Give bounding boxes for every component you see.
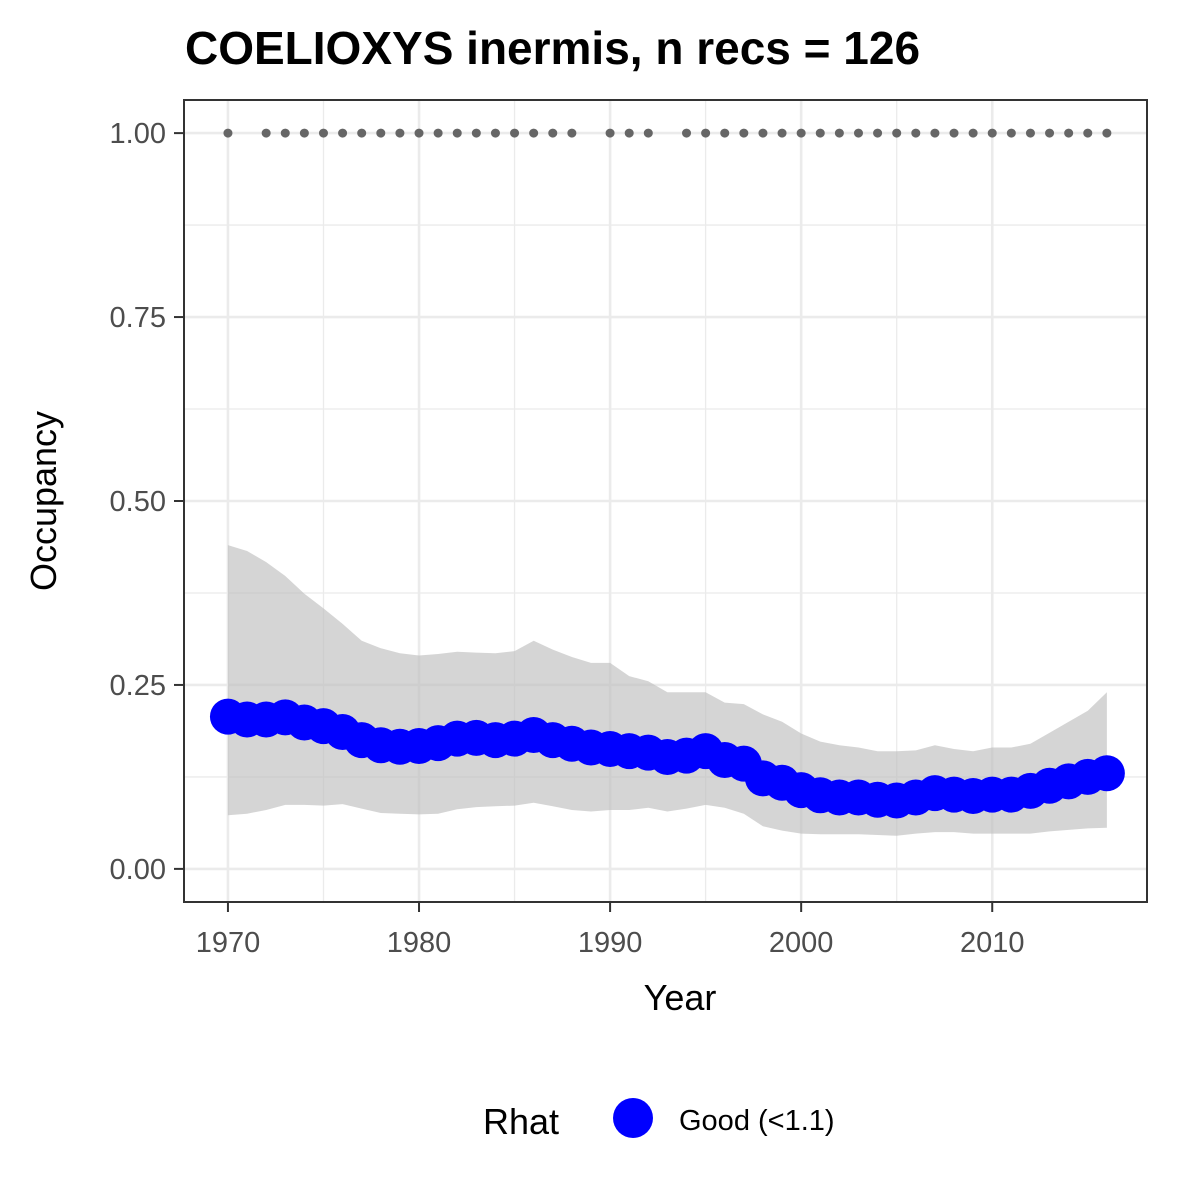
record-point bbox=[1083, 128, 1093, 138]
x-tick-label: 1980 bbox=[387, 927, 452, 959]
x-axis-title: Year bbox=[644, 977, 717, 1018]
record-point bbox=[739, 128, 749, 138]
record-point bbox=[987, 128, 997, 138]
record-point bbox=[720, 128, 730, 138]
record-point bbox=[853, 128, 863, 138]
y-tick-label: 0.50 bbox=[110, 486, 166, 518]
record-point bbox=[873, 128, 883, 138]
axis-ticks: 1970 1980 1990 2000 2010 0.00 0.25 0.50 0.75 1.00 bbox=[110, 118, 1025, 959]
record-point bbox=[452, 128, 462, 138]
y-tick-label: 1.00 bbox=[110, 118, 166, 150]
x-tick-label: 2010 bbox=[960, 927, 1025, 959]
record-point bbox=[930, 128, 940, 138]
record-point bbox=[605, 128, 615, 138]
record-point bbox=[1064, 128, 1074, 138]
x-tick-label: 1970 bbox=[196, 927, 261, 959]
record-point bbox=[911, 128, 921, 138]
legend-title: Rhat bbox=[483, 1101, 559, 1142]
record-point bbox=[318, 128, 328, 138]
y-tick-label: 0.75 bbox=[110, 302, 166, 334]
record-point bbox=[1006, 128, 1016, 138]
record-point bbox=[223, 128, 233, 138]
record-point bbox=[815, 128, 825, 138]
record-point bbox=[414, 128, 424, 138]
record-point bbox=[949, 128, 959, 138]
record-point bbox=[471, 128, 481, 138]
record-point bbox=[834, 128, 844, 138]
record-point bbox=[796, 128, 806, 138]
x-tick-label: 1990 bbox=[578, 927, 643, 959]
record-point bbox=[529, 128, 539, 138]
record-point bbox=[548, 128, 558, 138]
chart-title: COELIOXYS inermis, n recs = 126 bbox=[185, 22, 920, 74]
record-point bbox=[567, 128, 577, 138]
legend-label-good: Good (<1.1) bbox=[679, 1105, 835, 1137]
record-point bbox=[376, 128, 386, 138]
legend: Rhat Good (<1.1) bbox=[483, 1098, 835, 1142]
record-point bbox=[643, 128, 653, 138]
record-point bbox=[701, 128, 711, 138]
y-axis-title: Occupancy bbox=[23, 411, 64, 591]
record-points bbox=[223, 128, 1112, 138]
record-point bbox=[624, 128, 634, 138]
x-tick-label: 2000 bbox=[769, 927, 834, 959]
y-tick-label: 0.25 bbox=[110, 670, 166, 702]
record-point bbox=[1025, 128, 1035, 138]
record-point bbox=[1102, 128, 1112, 138]
record-point bbox=[433, 128, 443, 138]
record-point bbox=[777, 128, 787, 138]
record-point bbox=[892, 128, 902, 138]
record-point bbox=[395, 128, 405, 138]
legend-key-good bbox=[613, 1098, 653, 1138]
ci-ribbon bbox=[227, 545, 1107, 836]
record-point bbox=[261, 128, 271, 138]
record-point bbox=[490, 128, 500, 138]
record-point bbox=[758, 128, 768, 138]
record-point bbox=[338, 128, 348, 138]
record-point bbox=[357, 128, 367, 138]
occupancy-point bbox=[1088, 755, 1125, 792]
record-point bbox=[682, 128, 692, 138]
record-point bbox=[280, 128, 290, 138]
confidence-ribbon bbox=[227, 545, 1107, 836]
record-point bbox=[510, 128, 520, 138]
record-point bbox=[968, 128, 978, 138]
record-point bbox=[299, 128, 309, 138]
occupancy-series bbox=[209, 698, 1125, 819]
record-point bbox=[1045, 128, 1055, 138]
y-tick-label: 0.00 bbox=[110, 854, 166, 886]
